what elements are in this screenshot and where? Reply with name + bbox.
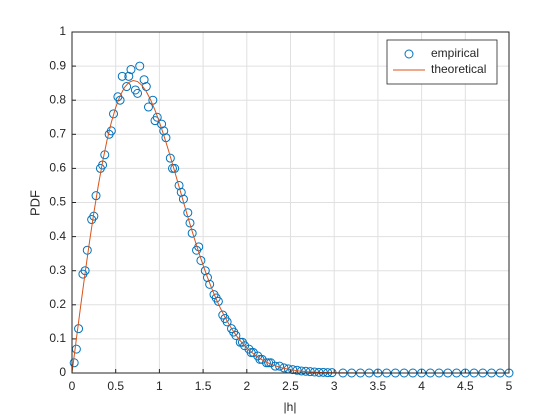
x-tick-label: 4: [418, 379, 425, 393]
marker: [279, 363, 289, 373]
x-tick-label: 0.5: [107, 379, 124, 393]
y-tick-label: 0.7: [49, 126, 66, 140]
marker: [143, 102, 153, 112]
x-tick-label: 1.5: [195, 379, 212, 393]
marker: [141, 82, 151, 92]
marker: [126, 65, 136, 75]
marker: [122, 82, 132, 92]
marker: [109, 109, 119, 119]
marker: [246, 348, 256, 358]
marker: [255, 354, 265, 364]
y-tick-label: 0.8: [49, 92, 66, 106]
x-tick-label: 3.5: [370, 379, 387, 393]
x-tick-label: 4.5: [457, 379, 474, 393]
marker: [165, 153, 175, 163]
y-tick-label: 0.6: [49, 161, 66, 175]
marker: [82, 245, 92, 255]
x-tick-label: 2.5: [282, 379, 299, 393]
x-tick-label: 3: [331, 379, 338, 393]
marker: [264, 358, 274, 368]
marker: [135, 61, 145, 71]
marker: [220, 313, 230, 323]
marker: [117, 71, 127, 81]
marker: [200, 266, 210, 276]
marker: [202, 273, 212, 283]
marker: [237, 337, 247, 347]
line: [71, 79, 509, 374]
x-tick-label: 5: [506, 379, 513, 393]
marker: [133, 88, 143, 98]
y-tick-label: 0.2: [49, 297, 66, 311]
axes-box: [71, 31, 510, 374]
y-tick-label: 0.3: [49, 263, 66, 277]
x-axis-label: |h|: [284, 400, 297, 414]
marker: [187, 228, 197, 238]
x-tick-label: 1: [156, 379, 163, 393]
marker: [176, 187, 186, 197]
legend-label: theoretical: [431, 62, 486, 76]
marker: [139, 75, 149, 85]
y-tick-label: 1: [59, 24, 66, 38]
marker: [71, 344, 81, 354]
y-tick-label: 0.1: [49, 331, 66, 345]
legend-marker: [404, 49, 414, 59]
y-tick-label: 0.4: [49, 229, 66, 243]
y-axis-label: PDF: [27, 190, 42, 216]
legend-label: empirical: [431, 46, 479, 60]
y-tick-label: 0.5: [49, 195, 66, 209]
marker: [106, 126, 116, 136]
marker: [211, 293, 221, 303]
y-tick-label: 0: [59, 365, 66, 379]
marker: [205, 279, 215, 289]
x-tick-label: 2: [243, 379, 250, 393]
marker: [229, 327, 239, 337]
legend: empirical theoretical: [386, 39, 498, 85]
marker: [69, 358, 79, 368]
marker: [185, 218, 195, 228]
x-tick-label: 0: [69, 379, 76, 393]
marker: [174, 180, 184, 190]
legend-box: [386, 39, 498, 85]
marker: [124, 71, 134, 81]
y-tick-label: 0.9: [49, 58, 66, 72]
marker: [196, 255, 206, 265]
